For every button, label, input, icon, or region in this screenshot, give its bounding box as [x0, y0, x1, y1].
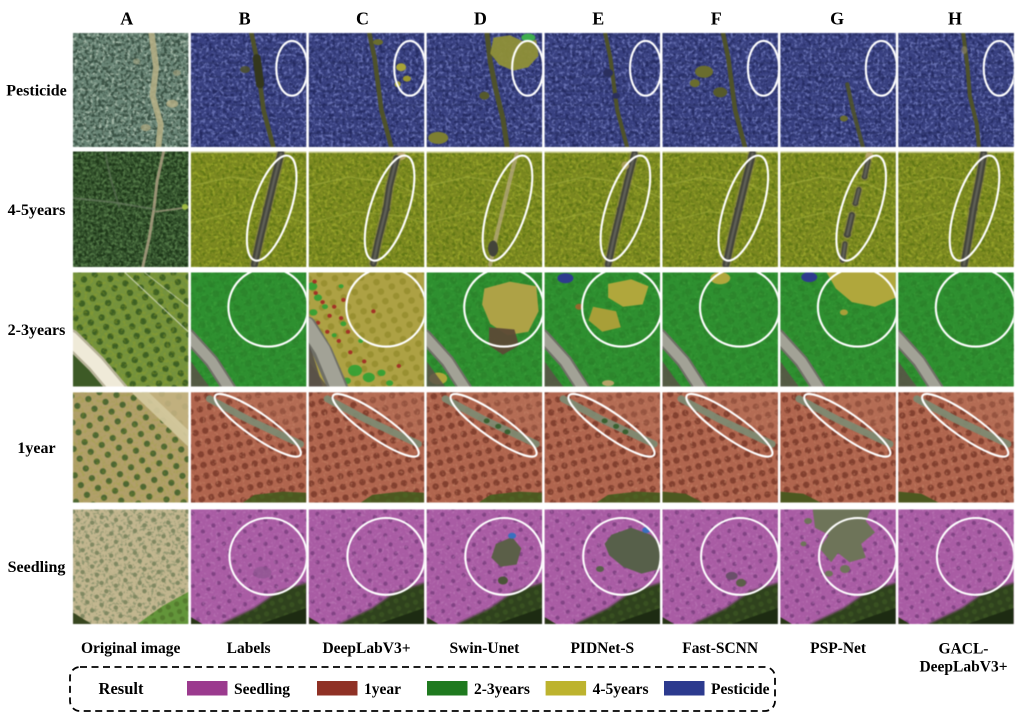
- svg-text:4-5years: 4-5years: [593, 681, 649, 698]
- svg-text:Pesticide: Pesticide: [711, 681, 770, 698]
- svg-text:F: F: [711, 9, 722, 29]
- svg-text:1year: 1year: [17, 440, 55, 457]
- svg-text:4-5years: 4-5years: [8, 202, 66, 219]
- svg-text:B: B: [239, 9, 251, 29]
- svg-text:GACL-: GACL-: [939, 641, 989, 658]
- svg-text:Swin-Unet: Swin-Unet: [450, 640, 521, 657]
- svg-text:A: A: [120, 9, 133, 29]
- svg-text:Original image: Original image: [81, 640, 181, 657]
- svg-text:Seedling: Seedling: [8, 559, 66, 576]
- svg-text:C: C: [356, 9, 369, 29]
- svg-text:H: H: [948, 9, 962, 29]
- svg-text:2-3years: 2-3years: [8, 322, 66, 339]
- svg-text:G: G: [830, 9, 844, 29]
- svg-text:DeepLabV3+: DeepLabV3+: [919, 659, 1007, 676]
- svg-text:Pesticide: Pesticide: [6, 83, 66, 100]
- svg-text:Result: Result: [99, 679, 144, 698]
- svg-text:E: E: [592, 9, 604, 29]
- svg-text:2-3years: 2-3years: [474, 681, 530, 698]
- svg-text:Seedling: Seedling: [234, 681, 290, 698]
- svg-text:1year: 1year: [364, 681, 401, 698]
- svg-text:Labels: Labels: [227, 640, 271, 657]
- svg-text:PSP-Net: PSP-Net: [810, 640, 867, 657]
- svg-text:D: D: [474, 9, 487, 29]
- svg-text:PIDNet-S: PIDNet-S: [570, 640, 634, 657]
- svg-text:Fast-SCNN: Fast-SCNN: [682, 640, 758, 657]
- svg-text:DeepLabV3+: DeepLabV3+: [322, 640, 410, 657]
